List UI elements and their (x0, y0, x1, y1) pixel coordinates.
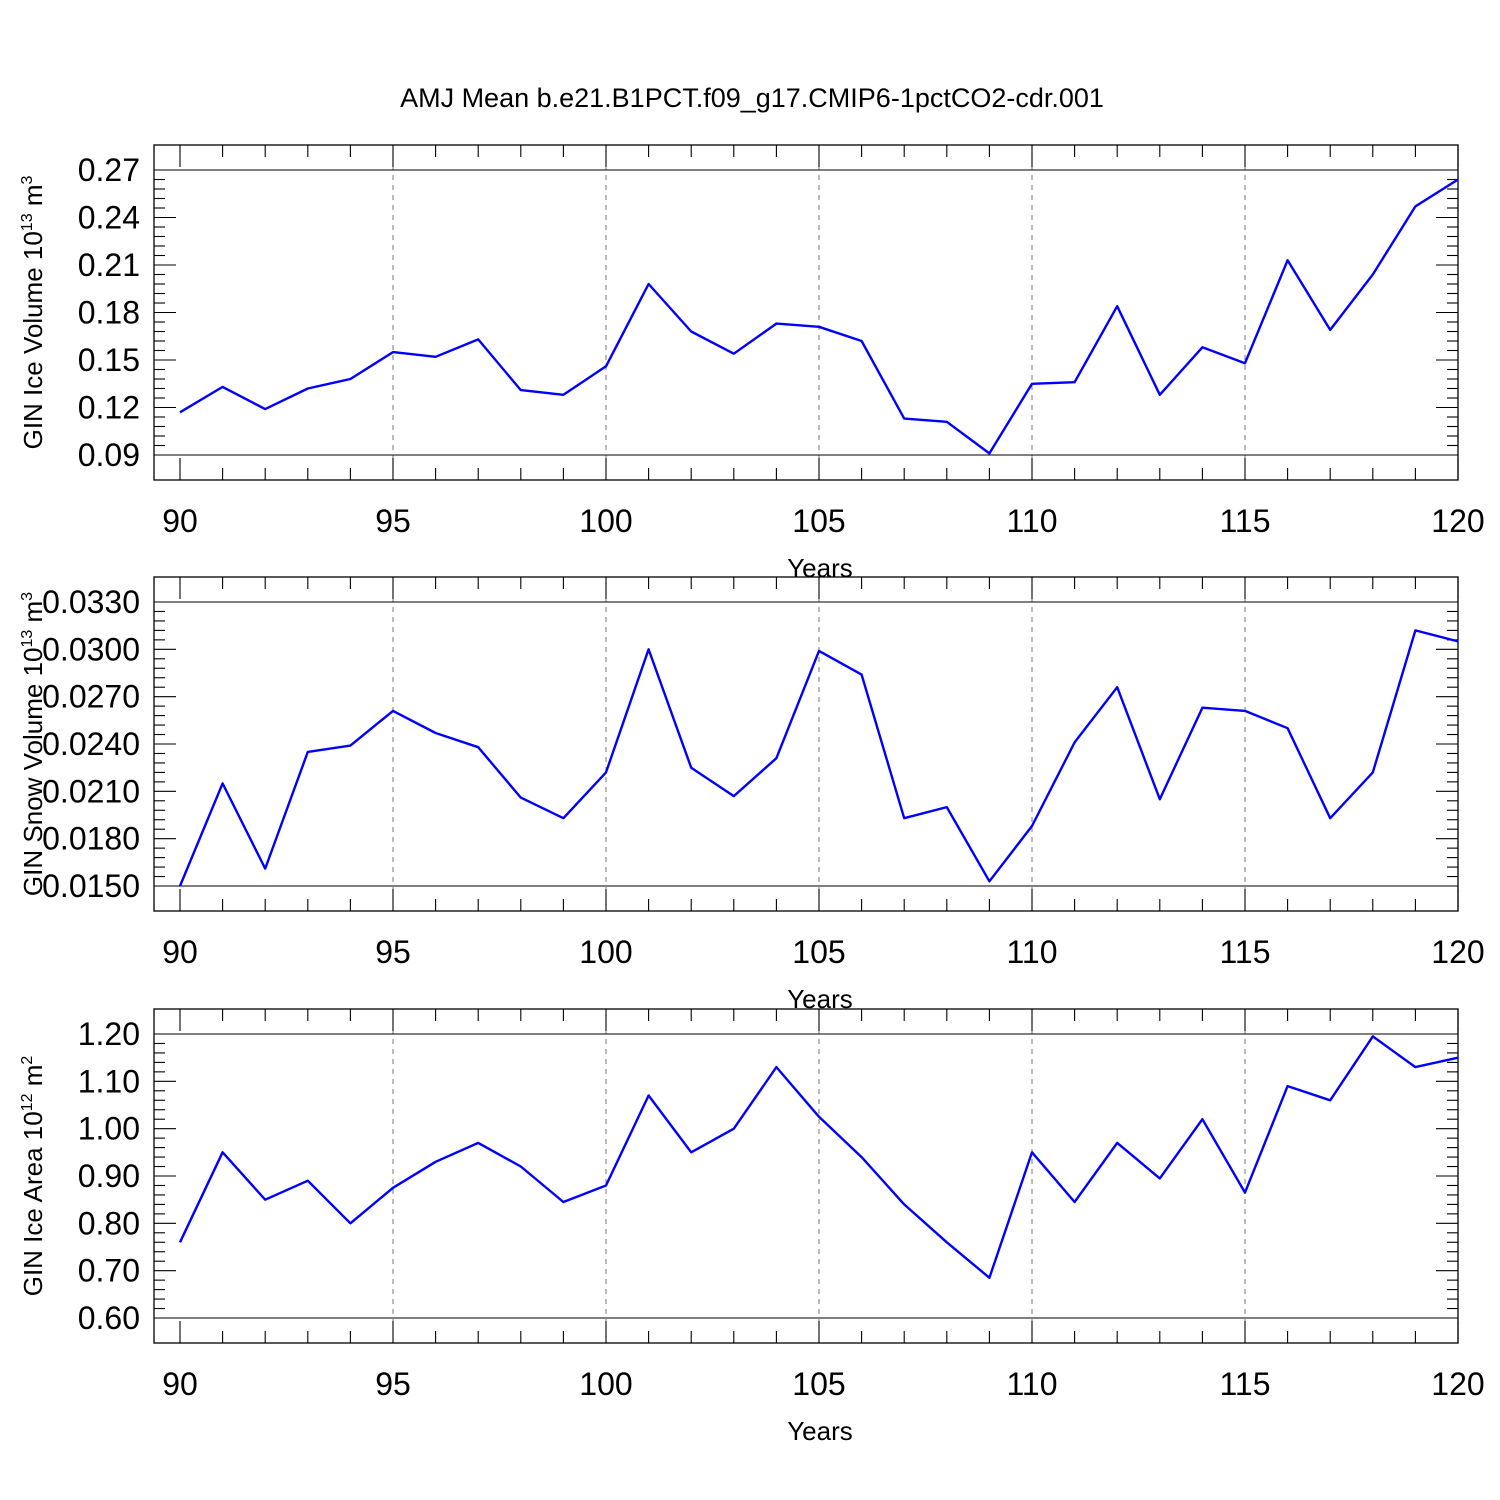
y-tick-label: 0.0180 (42, 821, 140, 857)
y-tick-label: 0.09 (78, 437, 140, 473)
x-tick-label: 105 (792, 934, 845, 970)
y-tick-label: 0.0150 (42, 868, 140, 904)
plot-frame (153, 144, 1459, 481)
y-tick-label: 0.15 (78, 342, 140, 378)
y-axis-title: GIN Ice Volume 1013 m3 (18, 175, 48, 449)
x-tick-label: 110 (1006, 934, 1057, 970)
chart-panel-3: 0.60 0.70 0.80 0.90 1.00 1.10 1.20 90 95 100 105 11… (18, 1008, 1485, 1446)
y-tick-label: 1.00 (78, 1111, 140, 1147)
x-tick-label: 95 (375, 1366, 411, 1402)
x-tick-label: 115 (1219, 1366, 1270, 1402)
x-tick-label: 100 (579, 503, 632, 539)
x-tick-label: 115 (1219, 503, 1270, 539)
y-tick-label: 0.70 (78, 1253, 140, 1289)
x-tick-label: 105 (792, 503, 845, 539)
x-tick-label: 110 (1006, 503, 1057, 539)
y-tick-label: 0.0210 (42, 773, 140, 809)
plot-frame (153, 1008, 1459, 1344)
y-tick-label: 0.24 (78, 200, 140, 236)
x-tick-label: 110 (1006, 1366, 1057, 1402)
chart-panel-1: 0.09 0.12 0.15 0.18 0.21 0.24 0.27 90 95 100 105 11… (18, 144, 1485, 583)
x-tick-label: 90 (162, 1366, 198, 1402)
y-tick-label: 0.60 (78, 1300, 140, 1336)
x-tick-label: 120 (1431, 934, 1484, 970)
x-axis-title: Years (787, 553, 853, 583)
y-tick-label: 1.10 (78, 1063, 140, 1099)
y-tick-label: 0.18 (78, 295, 140, 331)
y-tick-label: 0.12 (78, 390, 140, 426)
x-tick-label: 100 (579, 934, 632, 970)
figure-title: AMJ Mean b.e21.B1PCT.f09_g17.CMIP6-1pctC… (400, 83, 1104, 113)
x-tick-label: 95 (375, 503, 411, 539)
x-tick-label: 95 (375, 934, 411, 970)
y-tick-label: 0.0240 (42, 726, 140, 762)
y-axis-title: GIN Ice Area 1012 m2 (18, 1056, 48, 1297)
y-axis-title: GIN Snow Volume 1013 m3 (18, 592, 48, 896)
y-tick-label: 0.90 (78, 1158, 140, 1194)
x-tick-label: 90 (162, 934, 198, 970)
y-tick-label: 1.20 (78, 1016, 140, 1052)
plot-frame (153, 576, 1459, 912)
x-tick-label: 90 (162, 503, 198, 539)
y-tick-label: 0.80 (78, 1205, 140, 1241)
y-tick-label: 0.27 (78, 152, 140, 188)
chart-panel-2: 0.0150 0.0180 0.0210 0.0240 0.0270 0.0300 0.03… (18, 576, 1485, 1014)
x-tick-label: 120 (1431, 503, 1484, 539)
x-tick-label: 105 (792, 1366, 845, 1402)
y-tick-label: 0.21 (78, 247, 140, 283)
y-tick-label: 0.0300 (42, 631, 140, 667)
x-tick-label: 120 (1431, 1366, 1484, 1402)
y-tick-label: 0.0270 (42, 679, 140, 715)
x-tick-label: 115 (1219, 934, 1270, 970)
x-axis-title: Years (787, 1416, 853, 1446)
x-tick-label: 100 (579, 1366, 632, 1402)
y-tick-label: 0.0330 (42, 584, 140, 620)
